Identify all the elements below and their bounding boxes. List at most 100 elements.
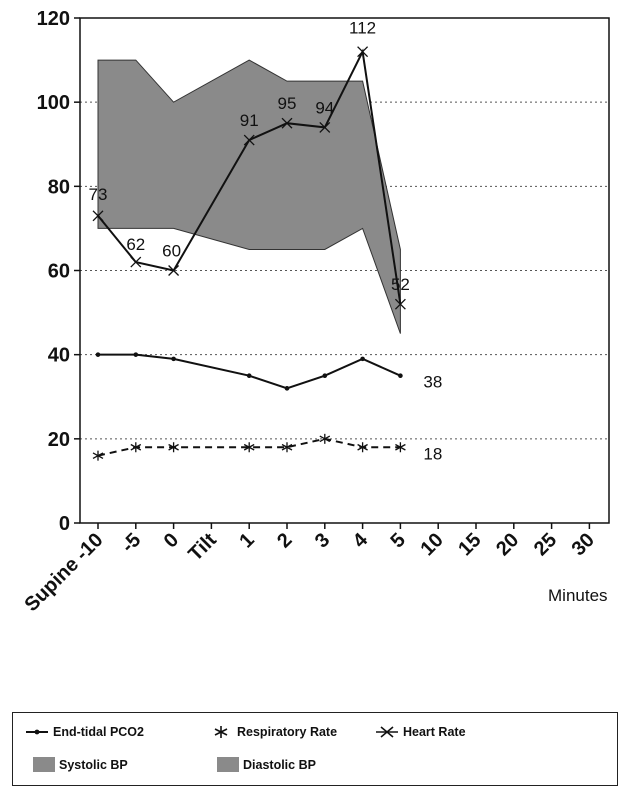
legend-item-diastolic-bp: Diastolic BP xyxy=(217,757,316,772)
legend-item-end-tidal-pco2: End-tidal PCO2 xyxy=(25,725,144,739)
dot-marker xyxy=(284,386,290,391)
legend-label: Heart Rate xyxy=(403,725,466,739)
x-marker xyxy=(168,265,180,276)
data-label: 91 xyxy=(240,111,259,130)
marker-stroke xyxy=(130,443,142,451)
x-tick-label: 25 xyxy=(530,529,561,560)
data-label: 94 xyxy=(315,98,334,117)
data-label: 60 xyxy=(162,242,181,261)
marker-stroke xyxy=(168,265,180,276)
asterisk-marker xyxy=(395,442,406,453)
y-tick-label: 40 xyxy=(48,345,70,367)
x-marker xyxy=(319,121,331,133)
x-marker xyxy=(130,256,142,268)
dot-marker xyxy=(246,373,252,379)
legend-label: Respiratory Rate xyxy=(237,725,338,739)
dot-marker-shape xyxy=(322,373,328,379)
legend-label: End-tidal PCO2 xyxy=(53,725,144,739)
data-label: 52 xyxy=(391,275,410,294)
marker-stroke xyxy=(281,117,293,129)
data-label: 95 xyxy=(278,94,297,113)
asterisk-marker xyxy=(243,442,255,453)
x-tick-label: 15 xyxy=(454,529,485,560)
gray-swatch-icon xyxy=(33,757,55,772)
y-tick-label: 100 xyxy=(37,92,70,114)
marker-stroke xyxy=(319,121,331,133)
x-tick-label: Supine -10 xyxy=(20,529,107,616)
data-label: 62 xyxy=(126,235,145,254)
y-tick-label: 80 xyxy=(48,176,70,198)
y-tick-label: 60 xyxy=(48,261,70,283)
dot-marker-shape xyxy=(95,352,101,357)
x-tick-label: 4 xyxy=(349,528,373,552)
marker-stroke xyxy=(357,46,369,58)
legend-item-heart-rate: Heart Rate xyxy=(375,725,466,739)
legend: End-tidal PCO2 Respiratory Rate Heart Ra… xyxy=(12,712,618,786)
asterisk-marker xyxy=(130,442,142,453)
x-tick-label: 3 xyxy=(311,529,334,552)
dot-marker-shape xyxy=(284,386,290,391)
solid-line-dot-icon xyxy=(26,729,48,735)
legend-label: Diastolic BP xyxy=(243,757,316,772)
x-marker xyxy=(92,210,104,222)
dot-marker xyxy=(322,373,328,379)
dot-marker-shape xyxy=(360,356,365,362)
x-marker xyxy=(243,134,255,146)
bp-band xyxy=(97,59,401,334)
marker-stroke xyxy=(168,443,179,451)
legend-label: Systolic BP xyxy=(59,757,128,772)
x-tick-label: 2 xyxy=(273,529,296,552)
data-label: 73 xyxy=(89,185,108,204)
marker-stroke xyxy=(281,443,293,451)
marker-stroke xyxy=(130,256,142,268)
x-marker xyxy=(357,46,369,58)
asterisk-marker xyxy=(168,442,179,453)
dot-marker xyxy=(133,352,139,357)
marker-stroke xyxy=(243,443,255,451)
marker-stroke xyxy=(357,443,368,451)
x-tick-label: 10 xyxy=(416,529,447,560)
marker-stroke xyxy=(394,298,406,310)
series-line-heart-rate xyxy=(97,48,402,305)
legend-item-respiratory-rate: Respiratory Rate xyxy=(209,725,337,739)
series-line-respiratory-rate xyxy=(97,437,401,457)
end-label: 38 xyxy=(423,373,442,392)
x-axis-label: Minutes xyxy=(548,586,608,605)
asterisk-marker-icon xyxy=(214,726,228,738)
x-tick-label: 1 xyxy=(235,529,258,552)
x-marker-icon xyxy=(376,726,398,738)
dot-marker-shape xyxy=(133,352,139,357)
dot-marker-shape xyxy=(171,356,176,362)
dot-marker-shape xyxy=(246,373,252,379)
asterisk-marker xyxy=(357,442,368,453)
dot-marker xyxy=(171,356,176,362)
x-tick-label: 20 xyxy=(492,529,523,560)
x-tick-label: 0 xyxy=(160,529,183,552)
y-tick-label: 120 xyxy=(37,8,70,30)
dot-marker-shape xyxy=(398,373,403,379)
end-label: 18 xyxy=(423,444,442,463)
asterisk-marker xyxy=(319,433,331,444)
marker-stroke xyxy=(319,435,331,443)
legend-item-systolic-bp: Systolic BP xyxy=(33,757,128,772)
marker-stroke xyxy=(395,443,406,451)
marker-stroke xyxy=(92,452,104,459)
dot-marker xyxy=(95,352,101,357)
asterisk-marker xyxy=(92,450,104,461)
x-tick-label: 5 xyxy=(387,529,410,552)
gray-swatch-icon xyxy=(217,757,239,772)
x-tick-label: Tilt xyxy=(184,529,221,566)
dot-marker xyxy=(398,373,403,379)
marker-stroke xyxy=(92,210,104,222)
x-tick-label: 30 xyxy=(568,529,599,560)
marker-stroke xyxy=(243,134,255,146)
x-marker xyxy=(394,298,406,310)
dot-marker xyxy=(360,356,365,362)
series-line-end-tidal-pco2 xyxy=(98,353,401,390)
x-marker xyxy=(281,117,293,129)
asterisk-marker xyxy=(281,442,293,453)
y-tick-label: 20 xyxy=(48,429,70,451)
data-label: 112 xyxy=(349,19,376,38)
x-tick-label: -5 xyxy=(117,529,145,557)
